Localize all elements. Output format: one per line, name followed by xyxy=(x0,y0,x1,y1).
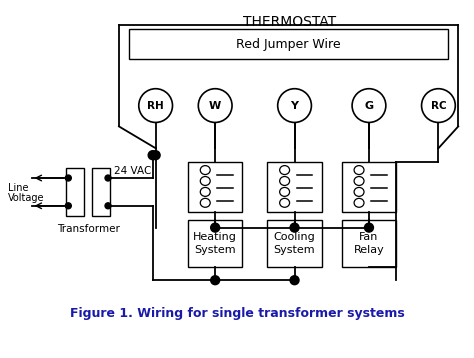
Ellipse shape xyxy=(280,166,290,175)
Circle shape xyxy=(65,175,71,181)
Circle shape xyxy=(290,223,299,232)
Circle shape xyxy=(151,151,160,160)
Bar xyxy=(119,25,458,148)
Ellipse shape xyxy=(354,176,364,185)
Text: 24 VAC: 24 VAC xyxy=(114,166,151,176)
Bar xyxy=(92,168,110,216)
Text: Red Jumper Wire: Red Jumper Wire xyxy=(236,38,341,50)
Circle shape xyxy=(148,151,157,160)
Ellipse shape xyxy=(201,188,210,197)
Ellipse shape xyxy=(280,176,290,185)
Bar xyxy=(66,168,84,216)
Ellipse shape xyxy=(201,166,210,175)
Circle shape xyxy=(105,175,111,181)
Circle shape xyxy=(105,203,111,209)
Text: W: W xyxy=(209,101,221,111)
Bar xyxy=(188,162,243,212)
Circle shape xyxy=(198,89,232,122)
Text: Fan: Fan xyxy=(359,232,379,242)
Text: RH: RH xyxy=(147,101,164,111)
Circle shape xyxy=(139,89,173,122)
Circle shape xyxy=(352,89,386,122)
Circle shape xyxy=(365,223,374,232)
Text: Transformer: Transformer xyxy=(57,224,119,234)
Ellipse shape xyxy=(201,198,210,207)
Text: Heating: Heating xyxy=(193,232,237,242)
Text: System: System xyxy=(274,246,315,256)
Ellipse shape xyxy=(354,198,364,207)
Text: Line: Line xyxy=(8,183,28,193)
Ellipse shape xyxy=(354,188,364,197)
Text: Figure 1. Wiring for single transformer systems: Figure 1. Wiring for single transformer … xyxy=(70,307,404,320)
Text: Cooling: Cooling xyxy=(273,232,315,242)
Text: THERMOSTAT: THERMOSTAT xyxy=(243,15,336,29)
Circle shape xyxy=(65,203,71,209)
Circle shape xyxy=(421,89,456,122)
Bar xyxy=(129,29,448,59)
Ellipse shape xyxy=(354,166,364,175)
Text: RC: RC xyxy=(430,101,446,111)
Ellipse shape xyxy=(280,188,290,197)
Text: System: System xyxy=(194,246,236,256)
Circle shape xyxy=(211,276,219,285)
Circle shape xyxy=(278,89,311,122)
Bar xyxy=(342,162,396,212)
Bar xyxy=(188,220,243,267)
Text: Relay: Relay xyxy=(354,246,384,256)
Text: Voltage: Voltage xyxy=(8,193,44,203)
Bar xyxy=(342,220,396,267)
Ellipse shape xyxy=(201,176,210,185)
Text: G: G xyxy=(365,101,374,111)
Text: Y: Y xyxy=(291,101,299,111)
Ellipse shape xyxy=(280,198,290,207)
Circle shape xyxy=(290,276,299,285)
Bar xyxy=(267,220,322,267)
Circle shape xyxy=(211,223,219,232)
Bar xyxy=(267,162,322,212)
